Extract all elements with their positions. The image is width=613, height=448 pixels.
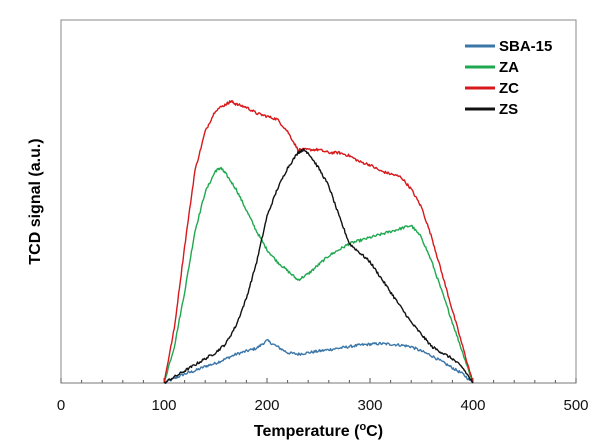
x-axis-ticks: 0 100 200 300 400 500 xyxy=(57,378,589,414)
x-tick-label: 0 xyxy=(57,397,65,414)
series-line-za xyxy=(163,166,474,384)
legend-label-zs: ZS xyxy=(499,101,518,118)
series-line-zs xyxy=(163,148,474,384)
x-axis-title-sup: o xyxy=(359,421,366,433)
legend-label-za: ZA xyxy=(499,59,519,76)
x-tick-label: 400 xyxy=(460,397,485,414)
x-axis-title: Temperature (oC) xyxy=(254,421,383,440)
legend-label-zc: ZC xyxy=(499,80,519,97)
legend-label-sba-15: SBA-15 xyxy=(499,38,552,55)
y-axis-title: TCD signal (a.u.) xyxy=(27,138,44,264)
legend: SBA-15 ZA ZC ZS xyxy=(465,38,552,118)
series-line-sba-15 xyxy=(163,339,474,384)
x-tick-label: 100 xyxy=(151,397,176,414)
x-tick-label: 300 xyxy=(357,397,382,414)
x-axis-title-text: Temperature ( xyxy=(254,423,360,440)
series-layer xyxy=(163,100,474,384)
x-axis-title-unit: C) xyxy=(366,423,383,440)
x-tick-label: 500 xyxy=(563,397,588,414)
series-line-zc xyxy=(163,100,474,384)
x-tick-label: 200 xyxy=(254,397,279,414)
